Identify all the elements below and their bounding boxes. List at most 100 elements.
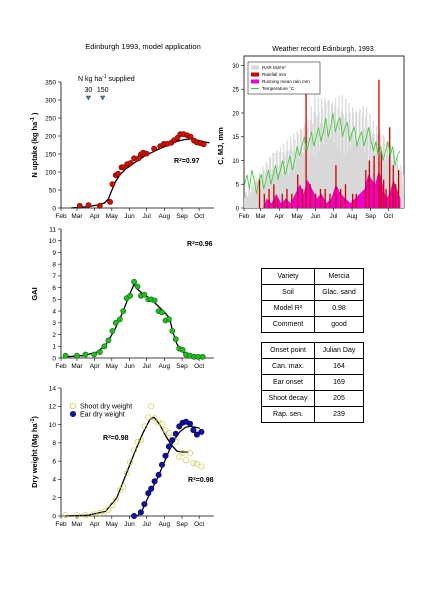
x-tick-label: Jul [142, 213, 151, 220]
r2-annotation: R2=0.97 [174, 157, 200, 166]
x-tick-label: May [106, 363, 119, 370]
weather-title: Weather record Edinburgh, 1993 [272, 46, 374, 53]
n-uptake-point [96, 202, 103, 209]
shoot-point [162, 427, 169, 434]
y-tick-label: 20 [232, 111, 239, 117]
n-uptake-point [151, 145, 157, 152]
legend-marker [70, 410, 77, 417]
shoot-model-curve [65, 416, 189, 517]
shoot-point [74, 512, 81, 519]
gai-point [127, 292, 134, 299]
onset-table: Onset point Julian Day Can. max. 164 Ear… [261, 342, 364, 423]
n-uptake-y-label: N uptake (kg ha-1 ) [30, 112, 39, 178]
y-tick-label: 8 [52, 440, 56, 447]
ear-point [198, 428, 205, 435]
x-tick-label: Feb [55, 521, 67, 528]
weather-legend: RAR MJ/m² Rainfall mm Running mean rain mm… [247, 61, 321, 95]
dry-weight-y-label: Dry weight (Mg ha-1) [30, 416, 39, 488]
n-uptake-point [143, 150, 150, 157]
shoot-point [91, 511, 98, 518]
x-tick-label: Apr [90, 363, 101, 370]
y-tick-label: 10 [49, 238, 57, 245]
shoot-point [101, 508, 108, 515]
shoot-point [137, 437, 144, 444]
x-tick-label: Apr [90, 521, 101, 528]
legend-label: Shoot dry weight [80, 404, 132, 411]
shoot-point [131, 447, 138, 454]
ear-point [141, 501, 148, 508]
weather-chart: 0 5 10 15 20 25 30 Feb Mar Apr May Jun Jul Aug Sep Oct C… [216, 55, 405, 220]
x-tick-label: Apr [275, 214, 284, 220]
x-tick-label: Aug [347, 214, 358, 220]
legend-label: Rainfall mm [262, 72, 286, 77]
gai-point [62, 352, 69, 359]
x-tick-label: May [291, 214, 302, 220]
y-tick-label: 7 [52, 273, 56, 280]
x-tick-label: Oct [384, 214, 394, 220]
ear-point [172, 430, 179, 437]
gai-point [91, 351, 97, 358]
gai-point [101, 343, 108, 350]
y-tick-label: 15 [232, 135, 239, 141]
ear-point [151, 478, 158, 485]
n-uptake-point [107, 198, 113, 205]
y-tick-label: 0 [52, 355, 56, 362]
gai-point [112, 319, 119, 326]
y-tick-label: 100 [45, 169, 56, 176]
x-tick-label: May [106, 213, 119, 220]
shoot-point [159, 420, 166, 427]
n-uptake-point [109, 181, 116, 188]
gai-point [179, 346, 186, 353]
gai-point [96, 349, 103, 355]
y-tick-label: 5 [236, 183, 240, 189]
y-tick-label: 11 [49, 226, 56, 233]
y-tick-label: 150 [45, 151, 56, 158]
x-tick-label: Oct [194, 521, 204, 528]
legend-box [247, 61, 321, 95]
shoot-point [116, 487, 123, 494]
x-tick-label: Sep [176, 521, 188, 528]
x-tick-label: Sep [365, 214, 376, 220]
table-row: Soil Glac. sand [261, 284, 364, 301]
y-tick-label: 6 [52, 458, 56, 465]
ear-point [165, 443, 172, 450]
y-tick-label: 4 [52, 477, 56, 484]
soil-value: Glac. sand [314, 284, 364, 301]
y-tick-label: 50 [49, 187, 57, 194]
x-tick-label: Mar [71, 363, 83, 370]
y-tick-label: 8 [52, 261, 56, 268]
legend-label: Temperature °C [262, 86, 295, 91]
y-tick-label: 6 [52, 285, 56, 292]
ear-point [169, 437, 176, 444]
gai-point [116, 316, 123, 323]
gai-point [172, 336, 179, 343]
x-tick-label: Aug [159, 521, 171, 528]
x-tick-label: Jul [142, 363, 151, 370]
weather-y-label: C, MJ, mm [216, 127, 225, 165]
n-uptake-point [127, 160, 134, 166]
supply-amount: 30 [85, 87, 93, 94]
y-tick-label: 0 [236, 206, 240, 212]
ear-point [131, 512, 138, 519]
gai-point [74, 352, 80, 359]
x-tick-label: Mar [71, 521, 83, 528]
r2-annotation: R2=0.96 [187, 240, 213, 249]
shoot-point [187, 449, 194, 456]
shoot-r2-annotation: R2=0.98 [103, 434, 129, 443]
x-tick-label: Jul [330, 214, 338, 220]
x-tick-label: Feb [55, 213, 67, 220]
y-tick-label: 10 [232, 159, 239, 165]
shoot-point [151, 415, 158, 422]
table-row: Rap. sen. 239 [261, 406, 364, 423]
gai-point [165, 316, 172, 323]
gai-point [141, 291, 148, 298]
gai-point [159, 309, 165, 316]
x-tick-label: Feb [239, 214, 250, 220]
legend-swatch [251, 72, 259, 77]
y-tick-label: 3 [52, 320, 56, 327]
model-curve [65, 282, 206, 358]
shoot-point [127, 459, 134, 466]
variety-label: Variety [261, 268, 315, 285]
onset-header: Onset point [261, 342, 315, 359]
